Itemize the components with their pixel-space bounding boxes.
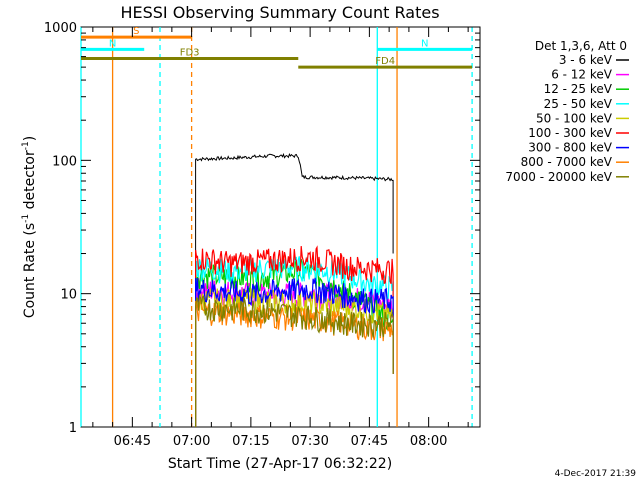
y-label-part: -1 [21, 214, 31, 223]
x-tick-label: 07:30 [291, 434, 328, 449]
flag-label: FD3 [180, 48, 200, 59]
y-tick-label: 1000 [44, 21, 77, 36]
x-tick-label: 07:15 [232, 434, 269, 449]
y-label-part: Count Rate (s [22, 223, 38, 318]
legend-entry-label: 800 - 7000 keV [521, 155, 613, 169]
series-line [195, 245, 394, 427]
series-lines [195, 152, 394, 427]
flag-label: N [421, 38, 428, 49]
series-line [195, 277, 394, 427]
legend-entry-label: 6 - 12 keV [551, 68, 613, 82]
y-label-part: detector [22, 150, 38, 214]
legend-entry-label: 7000 - 20000 keV [505, 170, 612, 184]
flag-bars: S N N FD3 FD4 [81, 26, 473, 69]
legend-entry-label: 3 - 6 keV [559, 53, 613, 67]
legend-entry-label: 50 - 100 keV [536, 111, 613, 125]
x-tick-label: 07:45 [351, 434, 388, 449]
y-label-part: -1 [21, 141, 31, 150]
flag-label: N [109, 38, 116, 49]
plot-frame [80, 26, 481, 428]
vertical-markers [80, 27, 473, 427]
flag-label: S [133, 26, 139, 37]
flag-label: FD4 [375, 56, 395, 67]
y-tick-label: 10 [60, 288, 77, 303]
x-tick-label: 08:00 [410, 434, 447, 449]
series-line [195, 294, 394, 427]
x-tick-label: 07:00 [173, 434, 210, 449]
legend-entry-label: 100 - 300 keV [528, 126, 612, 140]
y-tick-label: 100 [52, 154, 77, 169]
footer-date: 4-Dec-2017 21:39 [555, 469, 637, 479]
x-tick-label: 06:45 [114, 434, 151, 449]
x-axis-ticks: 06:45 07:00 07:15 07:30 07:45 08:00 [92, 27, 469, 449]
y-axis-label: Count Rate (s-1 detector-1) [21, 136, 38, 318]
y-tick-label: 1 [69, 421, 77, 436]
legend-title: Det 1,3,6, Att 0 [535, 39, 627, 53]
x-axis-label: Start Time (27-Apr-17 06:32:22) [168, 456, 392, 472]
chart-title: HESSI Observing Summary Count Rates [120, 3, 439, 22]
legend-entry-label: 12 - 25 keV [544, 82, 613, 96]
y-label-part: ) [22, 136, 38, 141]
y-axis-ticks: 1 10 100 1000 [44, 21, 480, 436]
legend-entry-label: 25 - 50 keV [544, 97, 613, 111]
series-line [195, 277, 394, 427]
series-line [195, 152, 394, 427]
legend-entry-label: 300 - 800 keV [528, 141, 612, 155]
